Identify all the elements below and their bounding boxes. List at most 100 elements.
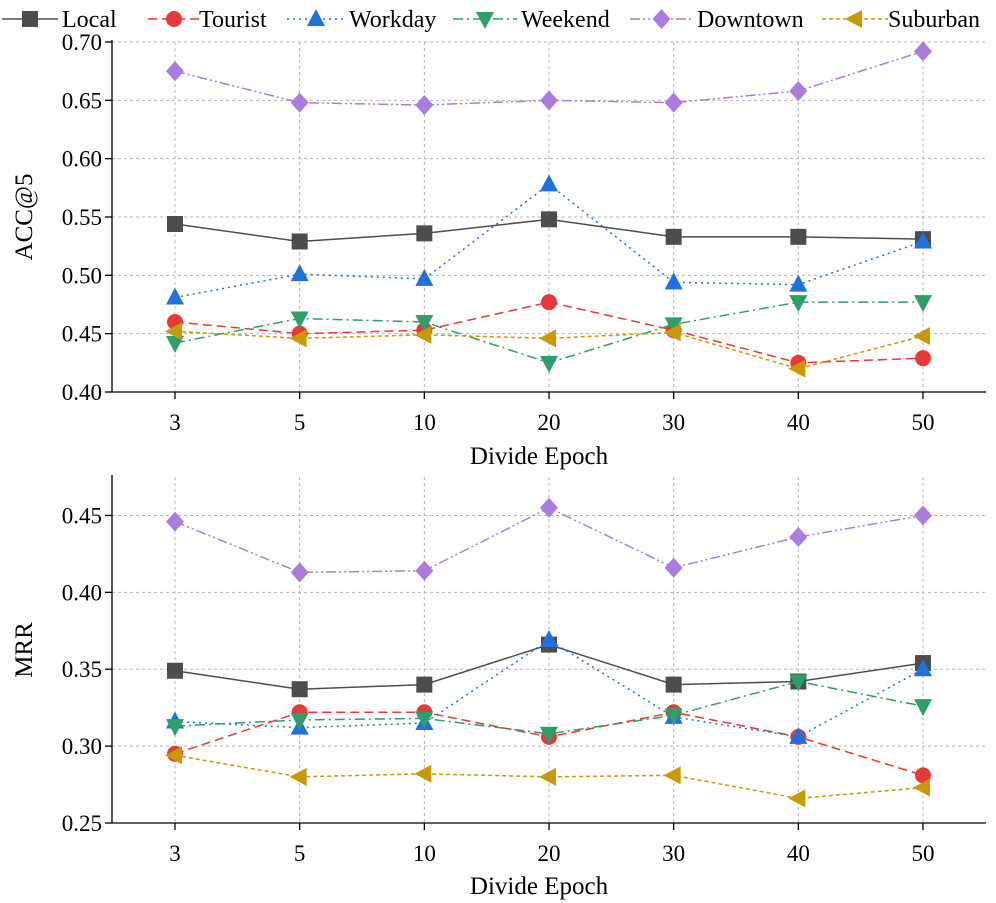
legend-marker-downtown (652, 9, 671, 29)
data-point-suburban (663, 323, 681, 342)
series-workday (166, 174, 932, 305)
data-point-downtown (789, 526, 808, 547)
x-tick-label: 40 (787, 410, 810, 435)
series-weekend (166, 674, 932, 744)
y-tick-label: 0.30 (62, 734, 102, 759)
data-point-downtown (290, 562, 309, 583)
legend-marker-local (22, 11, 38, 27)
data-point-local (291, 681, 308, 698)
data-point-weekend (166, 719, 184, 737)
series-suburban (165, 746, 930, 808)
data-point-downtown (290, 92, 309, 113)
legend-item-weekend: Weekend (453, 7, 610, 33)
data-point-workday (166, 287, 184, 305)
y-tick-label: 0.25 (62, 811, 102, 836)
data-point-downtown (415, 560, 434, 581)
data-point-weekend (415, 315, 434, 332)
data-point-downtown (415, 95, 434, 115)
data-point-downtown (914, 41, 932, 62)
legend-item-local: Local (2, 7, 117, 33)
data-point-local (541, 211, 557, 228)
data-point-suburban (539, 767, 556, 786)
series-weekend (166, 295, 932, 373)
x-axis-title: Divide Epoch (470, 443, 609, 470)
data-point-weekend (664, 317, 683, 335)
legend-label-tourist: Tourist (199, 7, 267, 33)
data-point-workday (290, 264, 309, 282)
data-point-weekend (290, 712, 309, 730)
data-point-workday (664, 272, 683, 290)
data-point-suburban (165, 322, 182, 341)
data-point-local (416, 676, 433, 693)
x-tick-label: 50 (912, 410, 935, 435)
legend-marker-workday (307, 9, 325, 26)
data-point-downtown (664, 557, 683, 578)
data-point-suburban (289, 767, 307, 786)
panel-acc: 0.40 0.45 0.50 0.55 0.60 0.65 0.70 3 5 10 20 30 40 50… (11, 30, 986, 470)
data-point-workday (789, 274, 808, 292)
y-tick-label: 0.65 (62, 88, 102, 113)
data-point-weekend (290, 311, 309, 329)
data-point-weekend (914, 699, 932, 717)
x-tick-label: 5 (294, 841, 306, 866)
data-point-suburban (289, 329, 307, 348)
data-point-workday (789, 726, 808, 744)
x-tick-label: 50 (912, 841, 935, 866)
x-tick-label: 3 (169, 841, 181, 866)
data-point-downtown (540, 90, 558, 111)
legend-item-workday: Workday (287, 7, 436, 33)
data-point-workday (914, 659, 932, 677)
data-point-workday (540, 174, 558, 192)
legend-marker-suburban (845, 10, 862, 28)
data-point-suburban (414, 325, 432, 344)
data-point-tourist (541, 294, 557, 311)
data-point-tourist (915, 350, 931, 367)
data-point-downtown (914, 505, 932, 526)
data-point-local (167, 662, 183, 679)
x-tick-label: 10 (413, 410, 436, 435)
data-point-tourist (915, 767, 931, 784)
data-point-downtown (789, 81, 808, 101)
x-tick-label: 40 (787, 841, 810, 866)
legend-label-local: Local (62, 7, 117, 33)
y-axis-title: MRR (11, 622, 38, 678)
y-tick-label: 0.45 (62, 322, 102, 347)
legend: Local Tourist Workday Weekend Downtown Suburb… (2, 7, 980, 33)
data-point-local (167, 216, 183, 232)
data-point-suburban (913, 327, 930, 345)
data-point-weekend (664, 708, 683, 726)
legend-label-suburban: Suburban (888, 7, 980, 33)
data-point-weekend (415, 711, 434, 729)
x-tick-label: 30 (662, 841, 685, 866)
data-point-local (665, 228, 682, 245)
x-tick-label: 3 (169, 410, 181, 435)
legend-item-suburban: Suburban (822, 7, 980, 33)
y-tick-label: 0.40 (62, 580, 102, 605)
data-point-suburban (788, 359, 806, 378)
x-tick-label: 30 (662, 410, 685, 435)
legend-label-weekend: Weekend (521, 7, 610, 33)
x-tick-label: 5 (294, 410, 306, 435)
data-point-weekend (914, 295, 932, 313)
y-axis-title: ACC@5 (11, 174, 38, 261)
data-point-suburban (913, 778, 930, 797)
data-point-downtown (664, 92, 683, 113)
legend-item-downtown: Downtown (630, 7, 804, 33)
y-tick-label: 0.45 (62, 503, 102, 528)
x-tick-label: 20 (538, 841, 561, 866)
y-tick-label: 0.40 (62, 380, 102, 405)
data-point-weekend (540, 355, 558, 373)
legend-label-workday: Workday (349, 7, 436, 33)
data-point-weekend (166, 336, 184, 353)
data-point-weekend (540, 726, 558, 744)
x-axis-title: Divide Epoch (470, 873, 609, 900)
data-point-suburban (165, 746, 182, 765)
data-point-downtown (166, 61, 184, 82)
y-tick-label: 0.60 (62, 147, 102, 172)
legend-label-downtown: Downtown (697, 7, 804, 33)
data-point-suburban (663, 766, 681, 785)
data-point-downtown (166, 511, 184, 532)
legend-item-tourist: Tourist (148, 7, 267, 33)
data-point-suburban (788, 789, 806, 808)
